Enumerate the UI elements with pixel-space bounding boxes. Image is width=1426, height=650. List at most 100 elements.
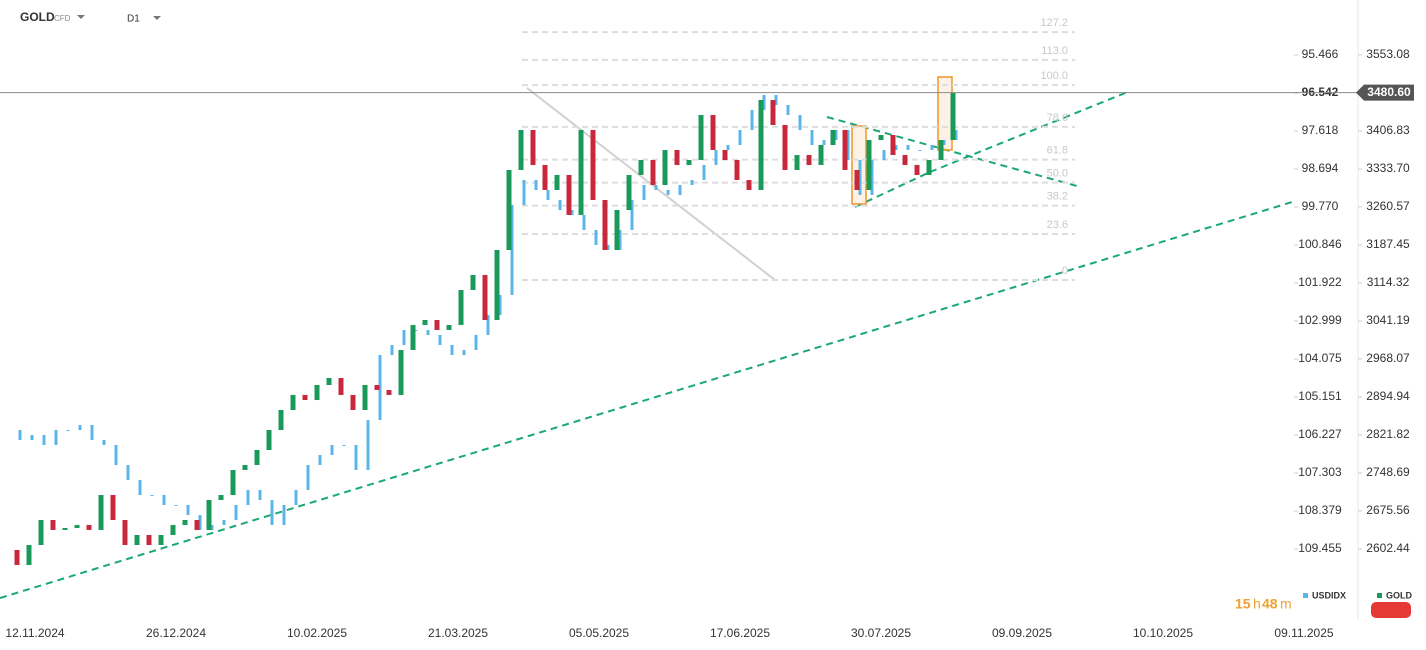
- candle: [498, 294, 502, 315]
- y-tick-label: 2821.82: [1366, 427, 1410, 441]
- candle: [690, 180, 694, 185]
- candle: [894, 144, 898, 150]
- candle: [458, 290, 464, 325]
- candle: [870, 159, 874, 195]
- candle: [290, 394, 296, 410]
- y2-tick-label: 102.999: [1298, 313, 1342, 327]
- candle: [174, 504, 178, 506]
- candle: [786, 104, 790, 115]
- fib-label: 61.8: [1047, 145, 1068, 157]
- candle: [86, 524, 92, 530]
- candle: [162, 494, 166, 505]
- candle: [774, 95, 778, 105]
- x-tick-label: 10.10.2025: [1133, 626, 1193, 640]
- candle: [834, 129, 838, 140]
- candle: [410, 324, 416, 350]
- candle: [218, 495, 224, 500]
- fib-label: 78.6: [1047, 112, 1068, 124]
- candle: [266, 429, 272, 451]
- candle: [570, 209, 574, 216]
- y2-tick-label: 106.227: [1298, 427, 1342, 441]
- y2-tick-label: 107.303: [1298, 465, 1342, 479]
- candle: [170, 524, 176, 536]
- candle: [638, 160, 644, 175]
- candle: [750, 109, 754, 130]
- dropdown-arrow[interactable]: [77, 15, 85, 19]
- candle: [278, 409, 284, 430]
- candle: [66, 430, 70, 432]
- candle: [702, 164, 706, 181]
- candle: [578, 129, 584, 215]
- candle: [678, 184, 682, 195]
- candle: [546, 190, 550, 200]
- dropdown-arrow[interactable]: [153, 16, 161, 20]
- candle: [758, 99, 764, 190]
- candle: [902, 155, 908, 165]
- candle: [386, 389, 392, 395]
- candle: [30, 434, 34, 441]
- candle: [798, 114, 802, 130]
- candle: [366, 419, 370, 470]
- candle: [206, 499, 212, 530]
- candle: [614, 209, 620, 251]
- candle: [326, 377, 332, 385]
- candle: [258, 489, 262, 501]
- y-tick-label: 3187.45: [1366, 237, 1410, 251]
- candle: [146, 535, 152, 545]
- candle: [494, 250, 500, 320]
- candle: [378, 355, 382, 420]
- candle: [462, 349, 466, 356]
- x-tick-label: 30.07.2025: [851, 626, 911, 640]
- action-button[interactable]: [1371, 602, 1411, 618]
- candle: [818, 144, 824, 165]
- candle: [630, 199, 634, 230]
- legend-swatch: [1303, 593, 1308, 598]
- y-tick-label: 3333.70: [1366, 161, 1410, 175]
- candle: [486, 314, 490, 335]
- fib-label: 100.0: [1040, 70, 1068, 82]
- candle: [254, 450, 260, 465]
- candle: [534, 180, 538, 191]
- price-tag-label: 3480.60: [1367, 85, 1411, 99]
- candle: [150, 494, 154, 496]
- candle: [566, 174, 572, 215]
- candle: [542, 164, 548, 190]
- candle: [654, 184, 658, 191]
- x-tick-label: 05.05.2025: [569, 626, 629, 640]
- candle: [78, 424, 82, 431]
- fib-label: 23.6: [1047, 219, 1068, 231]
- fib-label: 127.2: [1040, 17, 1068, 29]
- candle: [482, 274, 488, 320]
- candle: [422, 319, 428, 325]
- candle: [318, 454, 322, 466]
- candle: [114, 444, 118, 466]
- candle: [506, 169, 512, 251]
- candle: [402, 329, 406, 346]
- candle: [398, 349, 404, 395]
- candle: [582, 215, 586, 230]
- candle: [350, 394, 356, 410]
- y2-tick-label: 100.846: [1298, 237, 1342, 251]
- candle: [918, 149, 922, 151]
- legend-label: GOLD: [1386, 590, 1412, 600]
- candle: [270, 500, 274, 526]
- candle: [26, 544, 32, 565]
- y-tick-label: 2602.44: [1366, 541, 1410, 555]
- trend-line: [854, 171, 931, 208]
- candle: [438, 334, 442, 346]
- symbol[interactable]: GOLD: [20, 10, 55, 24]
- y-tick-label: 3041.19: [1366, 313, 1410, 327]
- drawings: [0, 31, 1293, 599]
- candle: [906, 144, 910, 150]
- candle: [662, 149, 668, 185]
- y2-tick-label: 99.770: [1302, 199, 1339, 213]
- candle: [222, 519, 226, 526]
- candle: [674, 149, 680, 165]
- candle: [194, 519, 200, 530]
- candle: [762, 95, 766, 110]
- candle: [390, 345, 394, 356]
- y2-tick-label: 97.618: [1302, 123, 1339, 137]
- interval[interactable]: D1: [127, 14, 140, 25]
- candle: [930, 144, 934, 150]
- y-tick-label: 2968.07: [1366, 351, 1410, 365]
